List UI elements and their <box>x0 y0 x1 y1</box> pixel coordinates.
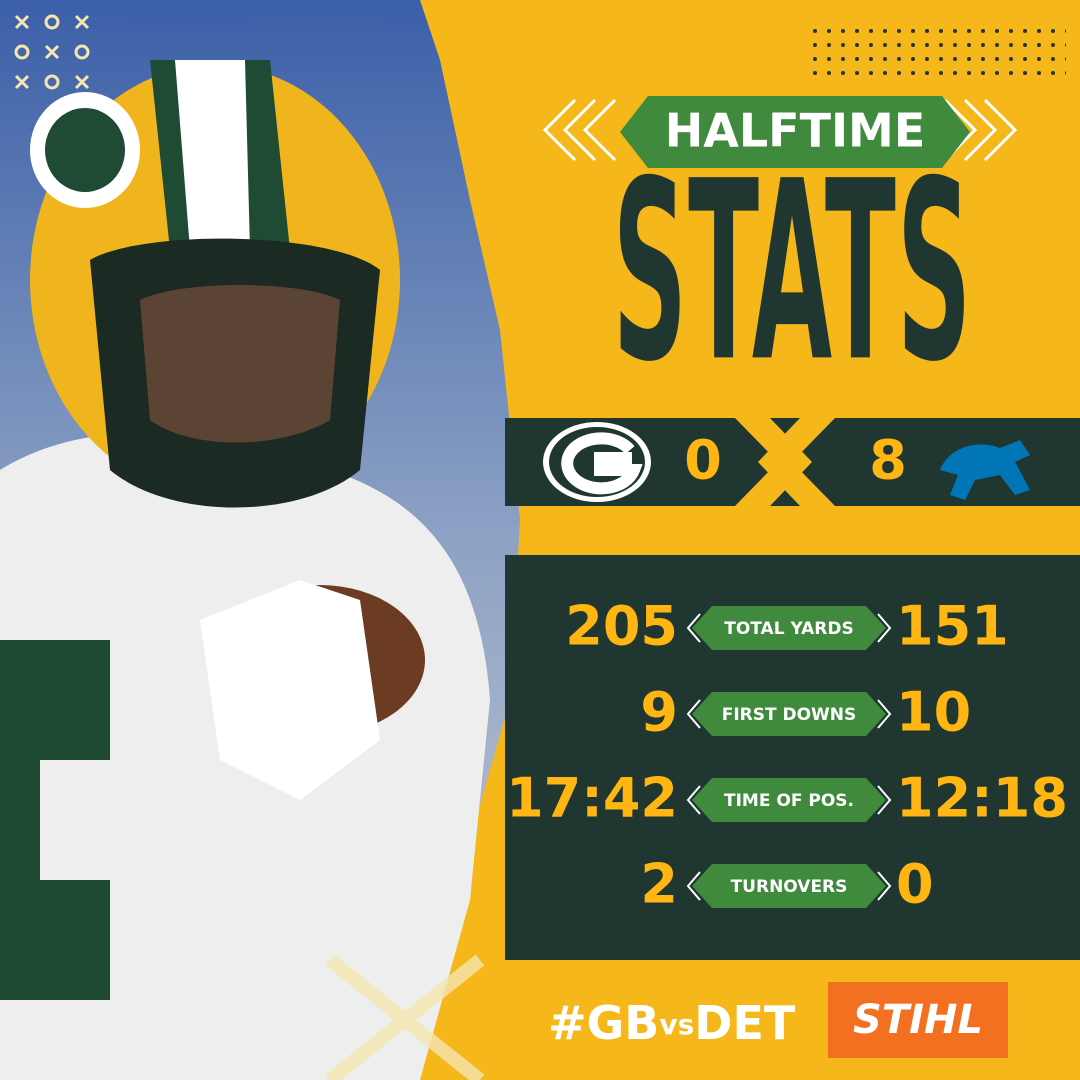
banner <box>620 96 970 168</box>
stat-label: TURNOVERS <box>731 877 848 897</box>
score-divider <box>735 418 812 506</box>
stat-pill <box>692 606 886 650</box>
away-stat: 10 <box>896 681 971 744</box>
hashtag-part: vs <box>659 1008 694 1041</box>
sponsor-box <box>828 982 1008 1058</box>
away-stat: 151 <box>896 595 1009 658</box>
away-logo <box>940 440 1030 500</box>
home-stat: 205 <box>565 595 678 658</box>
away-stat: 12:18 <box>896 767 1068 830</box>
stats-rows: 205 TOTAL YARDS 151 9 FIRST DOWNS 10 17:42 TIME… <box>506 595 1068 916</box>
home-stat: 2 <box>640 853 678 916</box>
home-logo <box>543 422 651 502</box>
stat-pill <box>692 778 886 822</box>
decor-pattern <box>14 14 90 90</box>
stat-label: TIME OF POS. <box>724 791 854 811</box>
hashtag-part: DET <box>694 996 796 1050</box>
home-stat: 9 <box>640 681 678 744</box>
stat-label: FIRST DOWNS <box>722 705 857 725</box>
home-score: 0 <box>684 429 722 492</box>
stat-chevrons <box>686 613 892 643</box>
player-photo <box>0 0 520 1080</box>
stat-label: TOTAL YARDS <box>724 619 854 639</box>
sponsor: STIHL <box>853 997 983 1043</box>
decor-x <box>325 954 485 1080</box>
away-stat: 0 <box>896 853 934 916</box>
score-divider <box>758 418 835 506</box>
title: STATS <box>612 126 972 417</box>
stat-chevrons <box>686 871 892 901</box>
home-stat: 17:42 <box>506 767 678 830</box>
kicker: HALFTIME <box>665 104 926 158</box>
hashtag: #GBvsDET <box>548 996 796 1050</box>
stat-pill <box>692 864 886 908</box>
hashtag-part: #GB <box>548 996 659 1050</box>
stat-chevrons <box>686 785 892 815</box>
stat-chevrons <box>686 699 892 729</box>
decor-dots <box>810 20 1066 76</box>
away-score: 8 <box>869 429 907 492</box>
stat-pill <box>692 692 886 736</box>
